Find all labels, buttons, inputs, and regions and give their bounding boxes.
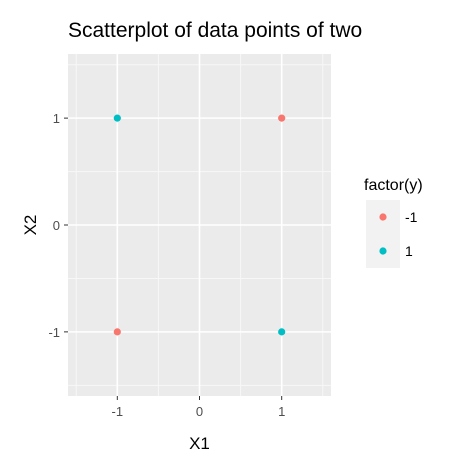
data-point xyxy=(278,328,286,336)
grid-major xyxy=(68,54,331,396)
x-axis-ticks: -1 0 1 xyxy=(112,396,285,419)
y-tick-label: -1 xyxy=(48,325,60,340)
x-tick-label: 1 xyxy=(278,404,285,419)
legend-title: factor(y) xyxy=(364,177,423,194)
legend-label: 1 xyxy=(405,243,413,259)
y-axis-ticks: -1 0 1 xyxy=(48,111,68,340)
legend-key-point xyxy=(379,247,387,255)
chart-title: Scatterplot of data points of two xyxy=(68,19,362,42)
data-point xyxy=(278,114,286,122)
legend-label: -1 xyxy=(405,209,418,225)
data-points xyxy=(113,114,286,336)
legend-key-point xyxy=(379,213,387,221)
data-point xyxy=(113,114,121,122)
legend: factor(y) -1 1 xyxy=(364,177,423,268)
y-tick-label: 1 xyxy=(53,111,60,126)
x-axis-title: X1 xyxy=(189,434,210,453)
y-tick-label: 0 xyxy=(53,218,60,233)
y-axis-title: X2 xyxy=(21,215,40,236)
x-tick-label: 0 xyxy=(196,404,203,419)
legend-entries: -1 1 xyxy=(366,200,418,268)
x-tick-label: -1 xyxy=(112,404,124,419)
data-point xyxy=(113,328,121,336)
